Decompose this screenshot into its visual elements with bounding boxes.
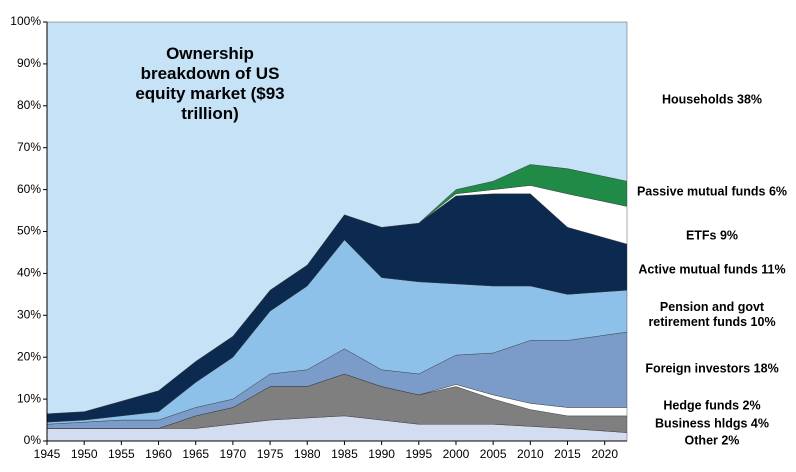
- legend-label: Hedge funds 2%: [663, 398, 761, 413]
- legend-label: Foreign investors 18%: [645, 361, 779, 376]
- x-tick-label: 1945: [34, 447, 61, 461]
- legend-label: Households 38%: [661, 92, 763, 107]
- y-tick-label: 70%: [17, 140, 41, 154]
- x-tick-label: 2015: [554, 447, 581, 461]
- x-tick-label: 1965: [182, 447, 209, 461]
- y-tick-label: 50%: [17, 224, 41, 238]
- chart-title: Ownership breakdown of US equity market …: [135, 44, 285, 123]
- y-tick-label: 100%: [10, 14, 41, 28]
- x-tick-label: 2020: [591, 447, 618, 461]
- x-tick-label: 1980: [294, 447, 321, 461]
- y-tick-label: 10%: [17, 391, 41, 405]
- y-tick-label: 40%: [17, 266, 41, 280]
- x-tick-label: 1985: [331, 447, 358, 461]
- area: [46, 21, 628, 414]
- legend-label: Passive mutual funds 6%: [636, 184, 788, 199]
- x-tick-label: 1960: [145, 447, 172, 461]
- legend-label: ETFs 9%: [685, 228, 739, 243]
- legend-label: Active mutual funds 11%: [638, 262, 786, 277]
- x-tick-label: 1975: [257, 447, 284, 461]
- y-tick-label: 30%: [17, 307, 41, 321]
- x-tick-label: 1990: [368, 447, 395, 461]
- legend-label: Other 2%: [684, 433, 740, 448]
- legend-label: Business hldgs 4%: [655, 416, 769, 431]
- y-tick-label: 80%: [17, 98, 41, 112]
- y-tick-label: 90%: [17, 56, 41, 70]
- legend-label: Pension and govt retirement funds 10%: [648, 300, 776, 329]
- x-tick-label: 2000: [443, 447, 470, 461]
- x-tick-label: 1995: [405, 447, 432, 461]
- y-tick-label: 60%: [17, 182, 41, 196]
- x-tick-label: 2010: [517, 447, 544, 461]
- x-tick-label: 1950: [71, 447, 98, 461]
- x-tick-label: 2005: [480, 447, 507, 461]
- x-tick-label: 1970: [220, 447, 247, 461]
- x-tick-label: 1955: [108, 447, 135, 461]
- y-tick-label: 0%: [24, 433, 42, 447]
- y-tick-label: 20%: [17, 349, 41, 363]
